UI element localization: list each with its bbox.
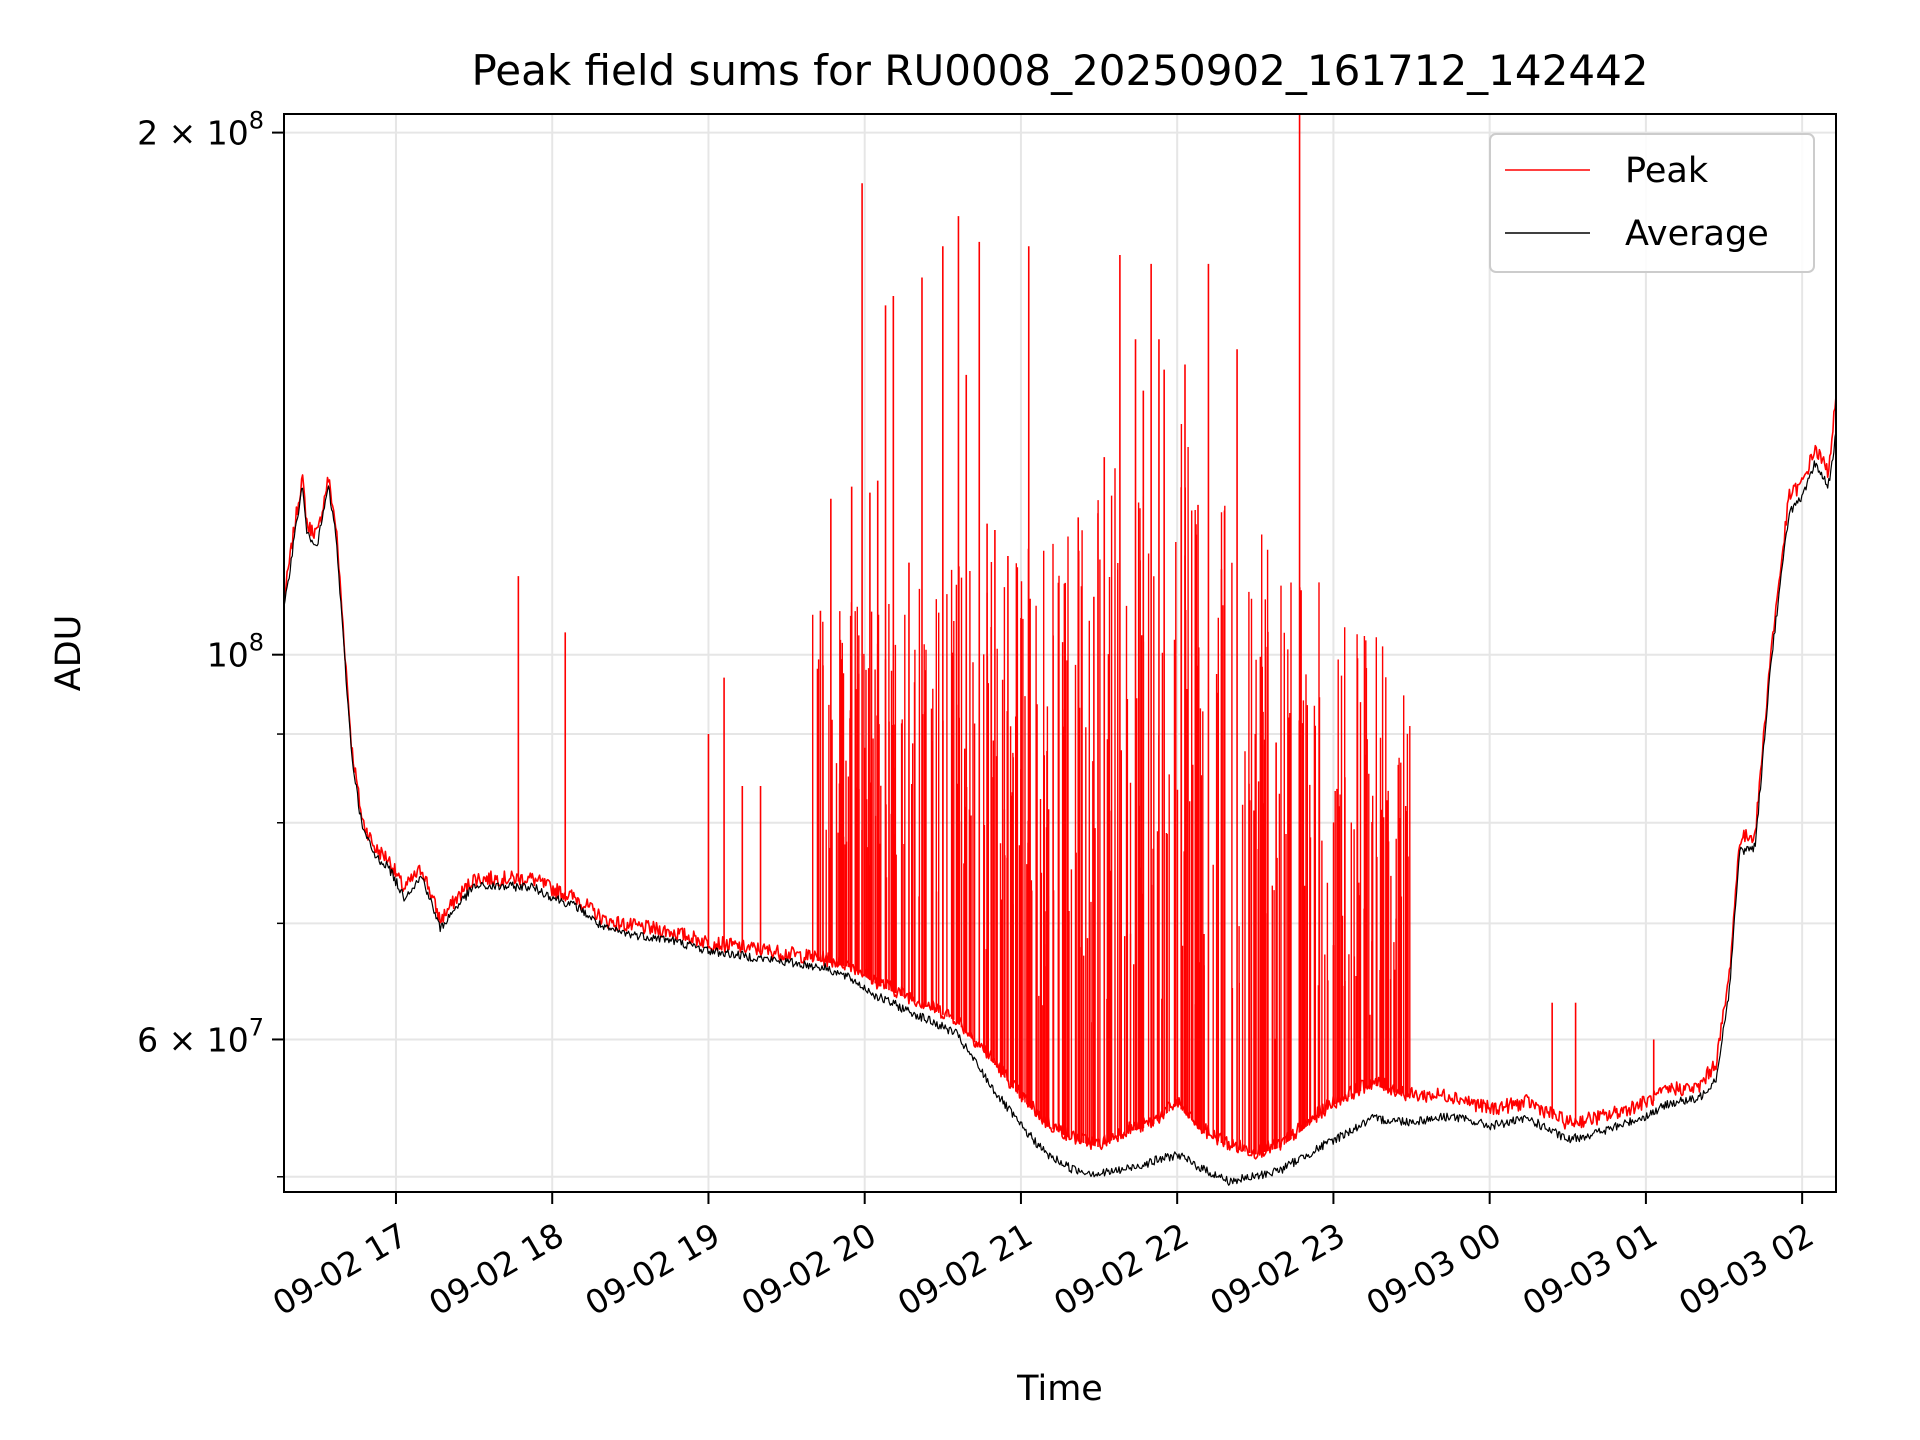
series-line-peak [284,395,1836,1160]
series-line-average [284,431,1836,1186]
y-tick-label: 108 [207,629,264,675]
y-tick-label-base: 6 × 10 [137,1020,249,1059]
legend-label-average: Average [1625,214,1769,254]
plot-frame [283,113,1837,1193]
legend-box [1489,133,1815,273]
chart-title: Peak field sums for RU0008_20250902_1617… [471,46,1648,95]
y-tick-label-base: 10 [207,636,249,675]
legend-label-peak: Peak [1625,151,1709,191]
y-tick-label: 2 × 108 [137,107,264,153]
y-tick-label-exponent: 7 [249,1013,264,1041]
y-tick-label-base: 2 × 10 [137,114,249,153]
x-axis-label: Time [1016,1369,1103,1409]
series-layer [284,114,1836,1186]
y-tick-label-exponent: 8 [249,107,264,135]
legend: Peak Average [1489,133,1815,273]
grid-layer [284,114,1836,1192]
y-tick-label: 6 × 107 [137,1013,264,1059]
y-tick-label-exponent: 8 [249,629,264,657]
y-axis-label: ADU [49,615,89,692]
